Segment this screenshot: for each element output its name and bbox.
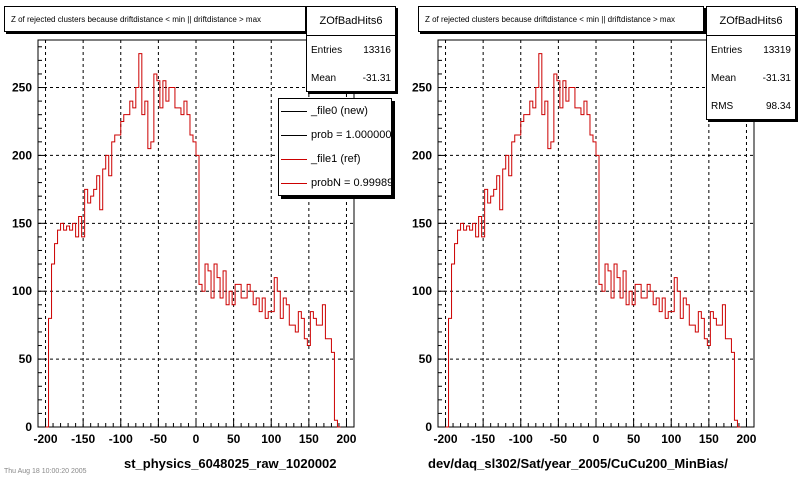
legend-swatch-new (281, 110, 307, 112)
y-tick-label: 250 (412, 81, 432, 95)
stats-name: ZOfBadHits6 (707, 7, 795, 36)
y-tick-label: 250 (12, 81, 32, 95)
stats-name: ZOfBadHits6 (307, 7, 395, 36)
x-tick-label: 0 (193, 432, 200, 446)
y-tick-label: 100 (412, 284, 432, 298)
legend-label-ref: _file1 (ref) (311, 153, 361, 165)
y-tick-label: 0 (425, 420, 432, 434)
y-tick-label: 150 (12, 216, 32, 230)
legend-label-probn: probN = 0.999890 (311, 177, 392, 189)
y-tick-label: 150 (412, 216, 432, 230)
stats-entries-label: Entries (311, 44, 343, 56)
histogram-series-ref (445, 53, 741, 428)
stats-mean-value: -31.31 (762, 72, 791, 84)
x-tick-label: 200 (336, 432, 356, 446)
x-tick-label: 50 (627, 432, 641, 446)
legend-label-prob: prob = 1.000000 (311, 129, 392, 141)
chart-right: -200 -150 -100 -50 0 50 100 150 200 0 50 100 150 200 2… (412, 39, 757, 446)
chart-title: Z of rejected clusters because driftdist… (4, 6, 306, 32)
stats-entries-row: Entries 13316 (307, 36, 395, 64)
chart-title: Z of rejected clusters because driftdist… (418, 6, 704, 32)
stats-mean-row: Mean -31.31 (707, 64, 795, 92)
stats-entries-value: 13319 (763, 44, 791, 56)
x-tick-label: 100 (261, 432, 281, 446)
chart-title-text: Z of rejected clusters because driftdist… (425, 14, 676, 24)
legend-entry-probn: probN = 0.999890 (279, 171, 391, 195)
stats-rms-value: 98.34 (765, 100, 791, 112)
footer-timestamp: Thu Aug 18 10:00:20 2005 (4, 468, 87, 475)
stats-mean-value: -31.31 (362, 72, 391, 84)
y-tick-label: 50 (19, 352, 33, 366)
x-tick-label: -150 (71, 432, 95, 446)
histogram-pad-right: -200 -150 -100 -50 0 50 100 150 200 0 50 100 150 200 2… (400, 0, 800, 480)
legend-entry-prob: prob = 1.000000 (279, 123, 391, 147)
y-tick-label: 100 (12, 284, 32, 298)
x-tick-label: 50 (227, 432, 241, 446)
x-tick-label: 150 (299, 432, 319, 446)
legend-swatch-ref (281, 158, 307, 160)
x-tick-label: -150 (471, 432, 495, 446)
x-tick-label: 0 (593, 432, 600, 446)
x-tick-label: -200 (34, 432, 58, 446)
stats-rms-label: RMS (711, 100, 734, 112)
x-tick-label: 100 (661, 432, 681, 446)
x-tick-label: -200 (434, 432, 458, 446)
y-tick-label: 200 (412, 148, 432, 162)
stats-box: ZOfBadHits6 Entries 13316 Mean -31.31 (306, 6, 396, 92)
x-tick-label: 200 (736, 432, 756, 446)
legend-swatch-probn (281, 182, 307, 184)
stats-rms-row: RMS 98.34 (707, 92, 795, 120)
y-tick-label: 50 (419, 352, 433, 366)
x-tick-label: 150 (699, 432, 719, 446)
chart-title-text: Z of rejected clusters because driftdist… (11, 14, 262, 24)
stats-entries-value: 13316 (363, 44, 391, 56)
stats-entries-row: Entries 13319 (707, 36, 795, 64)
stats-mean-row: Mean -31.31 (307, 64, 395, 92)
x-tick-label: -50 (550, 432, 568, 446)
x-axis-caption: st_physics_6048025_raw_1020002 (124, 456, 337, 471)
x-tick-label: -100 (509, 432, 533, 446)
y-tick-label: 200 (12, 148, 32, 162)
stats-mean-label: Mean (711, 72, 737, 84)
x-tick-label: -50 (150, 432, 168, 446)
histogram-series-ref (45, 53, 341, 428)
x-tick-label: -100 (109, 432, 133, 446)
histogram-pad-left: -200 -150 -100 -50 0 50 100 150 200 0 50 100 150 200 2… (4, 6, 396, 471)
legend-entry-ref: _file1 (ref) (279, 147, 391, 171)
y-tick-label: 0 (25, 420, 32, 434)
chart-left: -200 -150 -100 -50 0 50 100 150 200 0 50 100 150 200 2… (12, 39, 357, 446)
x-axis-caption: dev/daq_sl302/Sat/year_2005/CuCu200_MinB… (428, 456, 728, 471)
legend-entry-new: _file0 (new) (279, 99, 391, 123)
stats-mean-label: Mean (311, 72, 337, 84)
stats-entries-label: Entries (711, 44, 743, 56)
legend-swatch-prob (281, 134, 307, 136)
legend: _file0 (new) prob = 1.000000 _file1 (ref… (278, 98, 392, 196)
legend-label-new: _file0 (new) (311, 105, 368, 117)
stats-box: ZOfBadHits6 Entries 13319 Mean -31.31 RM… (706, 6, 796, 120)
